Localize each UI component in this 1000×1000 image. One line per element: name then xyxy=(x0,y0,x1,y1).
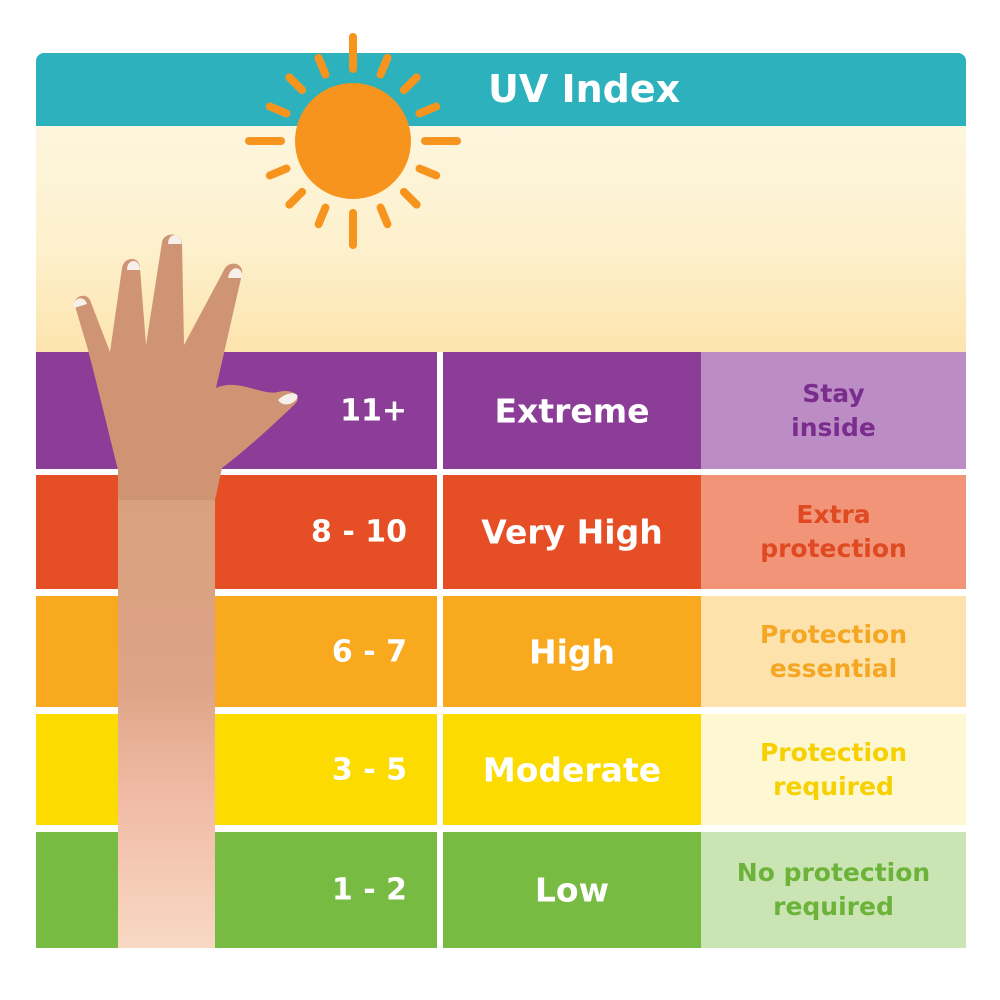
advice-cell: Stay inside xyxy=(701,352,966,469)
level-cell: Extreme xyxy=(443,352,701,469)
advice-line: Protection xyxy=(759,619,908,649)
range-label: 3 - 5 xyxy=(331,752,407,787)
range-cell: 3 - 5 xyxy=(36,714,437,825)
advice-line: Stay xyxy=(802,378,865,408)
advice-label: Protection required xyxy=(701,736,966,804)
level-cell: Low xyxy=(443,832,701,948)
advice-line: No protection xyxy=(736,858,931,887)
advice-line: inside xyxy=(791,412,876,442)
advice-line: Extra xyxy=(796,500,871,529)
advice-label: Protection essential xyxy=(701,618,966,686)
range-cell: 1 - 2 xyxy=(36,832,437,948)
advice-cell: No protection required xyxy=(701,832,966,948)
advice-line: Protection xyxy=(759,737,908,767)
advice-line: required xyxy=(773,771,894,801)
advice-cell: Extra protection xyxy=(701,475,966,589)
level-label: High xyxy=(528,632,616,671)
range-cell: 8 - 10 xyxy=(36,475,437,589)
advice-line: essential xyxy=(769,653,898,683)
infographic-title: UV Index xyxy=(488,67,681,111)
range-cell: 11+ xyxy=(36,352,437,469)
range-label: 11+ xyxy=(340,393,407,428)
range-label: 6 - 7 xyxy=(331,634,407,669)
level-cell: High xyxy=(443,596,701,707)
advice-label: Extra protection xyxy=(701,498,966,566)
range-cell: 6 - 7 xyxy=(36,596,437,707)
level-label: Extreme xyxy=(494,391,650,430)
range-label: 1 - 2 xyxy=(331,872,407,908)
advice-line: required xyxy=(773,892,894,921)
advice-label: No protection required xyxy=(701,856,966,924)
level-label: Moderate xyxy=(482,750,662,789)
advice-cell: Protection essential xyxy=(701,596,966,707)
level-cell: Very High xyxy=(443,475,701,589)
advice-cell: Protection required xyxy=(701,714,966,825)
range-label: 8 - 10 xyxy=(311,514,407,550)
advice-line: protection xyxy=(760,534,907,563)
level-cell: Moderate xyxy=(443,714,701,825)
sky-background xyxy=(36,126,966,352)
header-bar: UV Index xyxy=(36,53,966,126)
level-label: Very High xyxy=(481,512,663,552)
advice-label: Stay inside xyxy=(701,377,966,445)
level-label: Low xyxy=(534,870,610,910)
